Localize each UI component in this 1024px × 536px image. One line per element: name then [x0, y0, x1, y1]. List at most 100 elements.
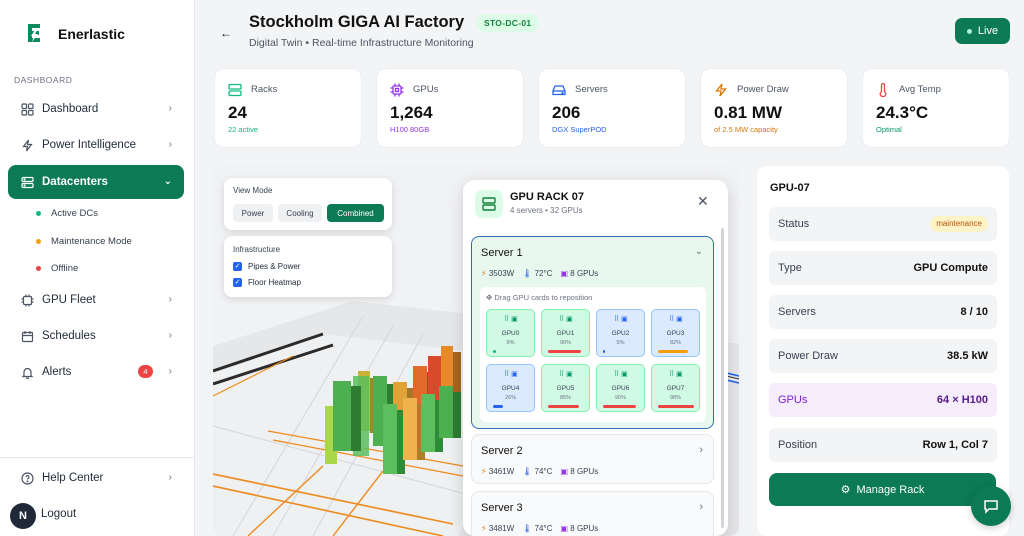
help-icon — [20, 471, 34, 485]
server-card-1[interactable]: Server 1 ⌄ ⚡ 3503W 🌡 72°C ▣ 8 GPUs ✥ Dra… — [471, 236, 714, 429]
detail-key: Power Draw — [778, 350, 838, 362]
detail-key: Type — [778, 262, 802, 274]
server-card-3[interactable]: Server 3 › ⚡ 3481W 🌡 74°C ▣ 8 GPUs — [471, 491, 714, 536]
chip-icon: ⠿ ▣ — [559, 371, 573, 378]
view-mode-combined-button[interactable]: Combined — [327, 204, 384, 222]
stat-value: 206 — [552, 103, 581, 122]
sidebar-subitem-offline[interactable]: Offline — [36, 263, 78, 274]
chat-button[interactable] — [971, 486, 1011, 526]
manage-rack-button[interactable]: ⚙ Manage Rack — [769, 473, 996, 506]
gpu-name: GPU6 — [611, 385, 630, 392]
pipes-power-checkbox[interactable]: ✓ Pipes & Power — [233, 262, 300, 271]
brand-logo[interactable]: Enerlastic — [24, 22, 125, 46]
view-mode-panel: View Mode Power Cooling Combined — [224, 178, 392, 230]
chevron-right-icon: › — [168, 472, 172, 483]
brand-name: Enerlastic — [58, 26, 125, 42]
gpu-name: GPU7 — [666, 385, 685, 392]
sidebar-item-gpu-fleet[interactable]: GPU Fleet › — [8, 283, 184, 317]
gpu-card-gpu4[interactable]: ⠿ ▣ GPU4 26% — [486, 364, 535, 412]
chevron-down-icon[interactable]: ⌄ — [694, 246, 703, 257]
gpu-metric: ▣ 8 GPUs — [560, 467, 598, 476]
stat-label: Servers — [575, 84, 608, 95]
bolt-icon — [715, 83, 727, 97]
chevron-right-icon[interactable]: › — [699, 444, 703, 456]
infrastructure-panel: Infrastructure ✓ Pipes & Power ✓ Floor Hea… — [224, 236, 392, 297]
gpu-card-gpu2[interactable]: ⠿ ▣ GPU2 5% — [596, 309, 645, 357]
live-button[interactable]: Live — [955, 18, 1010, 44]
detail-value: Row 1, Col 7 — [922, 439, 988, 451]
back-arrow-icon[interactable]: ← — [220, 26, 232, 40]
manage-rack-label: Manage Rack — [856, 483, 925, 496]
live-dot-icon — [966, 28, 972, 34]
sidebar-divider — [0, 457, 195, 458]
move-icon: ✥ — [486, 293, 493, 302]
sidebar-item-help-center[interactable]: Help Center › — [8, 461, 184, 495]
floor-heatmap-checkbox[interactable]: ✓ Floor Heatmap — [233, 278, 301, 287]
thermometer-icon: 🌡 — [522, 269, 533, 278]
power-value: 3503W — [488, 269, 515, 278]
sidebar-item-datacenters[interactable]: Datacenters ⌄ — [8, 165, 184, 199]
chevron-down-icon: ⌄ — [163, 176, 172, 187]
avatar[interactable]: N — [10, 503, 36, 529]
gpu-card-gpu1[interactable]: ⠿ ▣ GPU1 90% — [541, 309, 590, 357]
logout-button[interactable]: Logout — [41, 508, 77, 520]
power-metric: ⚡ 3461W — [481, 467, 514, 476]
gpu-card-gpu0[interactable]: ⠿ ▣ GPU0 9% — [486, 309, 535, 357]
chip-icon — [390, 83, 404, 97]
gpu-metric: ▣ 8 GPUs — [560, 524, 598, 533]
gpu-name: GPU5 — [556, 385, 575, 392]
status-dot — [36, 266, 41, 271]
stat-card-power-draw: Power Draw 0.81 MW of 2.5 MW capacity — [700, 68, 848, 148]
sidebar-subitem-active-dcs[interactable]: Active DCs — [36, 208, 98, 219]
temp-value: 74°C — [534, 524, 553, 533]
rack-title: GPU RACK 07 — [510, 191, 584, 203]
gpu-utilization-bar — [548, 405, 579, 408]
gpu-utilization-bar — [603, 350, 605, 353]
chip-icon: ▣ — [560, 269, 569, 278]
sidebar-item-dashboard[interactable]: Dashboard › — [8, 92, 184, 126]
gpu-card-gpu7[interactable]: ⠿ ▣ GPU7 98% — [651, 364, 700, 412]
status-dot — [36, 239, 41, 244]
gpu-utilization: 90% — [614, 395, 626, 401]
chevron-right-icon[interactable]: › — [699, 501, 703, 513]
stat-value: 0.81 MW — [714, 103, 783, 122]
chevron-right-icon: › — [168, 294, 172, 305]
calendar-icon — [20, 329, 34, 343]
stat-sub: Optimal — [876, 125, 902, 134]
sidebar-item-power-intelligence[interactable]: Power Intelligence › — [8, 128, 184, 162]
gpu-utilization-bar — [603, 405, 636, 408]
server-icon — [475, 190, 503, 218]
detail-row-position: Position Row 1, Col 7 — [769, 428, 997, 462]
temp-metric: 🌡 74°C — [522, 467, 552, 476]
gpu-card-gpu6[interactable]: ⠿ ▣ GPU6 90% — [596, 364, 645, 412]
sidebar-subitem-maintenance-mode[interactable]: Maintenance Mode — [36, 236, 132, 247]
sidebar-item-alerts[interactable]: Alerts 4 › — [8, 355, 184, 389]
gpu-card-gpu3[interactable]: ⠿ ▣ GPU3 82% — [651, 309, 700, 357]
nav-section-title: DASHBOARD — [14, 75, 73, 85]
server-card-2[interactable]: Server 2 › ⚡ 3461W 🌡 74°C ▣ 8 GPUs — [471, 434, 714, 484]
stat-value: 24 — [228, 103, 247, 122]
stat-sub: DGX SuperPOD — [552, 125, 607, 134]
status-badge: maintenance — [930, 216, 988, 232]
close-icon[interactable]: ✕ — [697, 193, 709, 209]
detail-key: Position — [778, 439, 818, 451]
server-name: Server 1 — [481, 247, 523, 259]
gpu-name: GPU1 — [556, 330, 575, 337]
sidebar-item-label: Datacenters — [42, 176, 108, 188]
view-mode-cooling-button[interactable]: Cooling — [278, 204, 322, 222]
chip-icon: ⠿ ▣ — [614, 371, 628, 378]
view-mode-power-button[interactable]: Power — [233, 204, 273, 222]
gpu-count: 8 GPUs — [570, 269, 599, 278]
chat-icon — [984, 500, 998, 514]
chip-icon — [20, 293, 34, 307]
gpu-card-gpu5[interactable]: ⠿ ▣ GPU5 85% — [541, 364, 590, 412]
gpu-grid: ✥ Drag GPU cards to reposition ⠿ ▣ GPU0 9%… — [480, 287, 706, 422]
infrastructure-title: Infrastructure — [233, 245, 281, 254]
grid-icon — [20, 102, 34, 116]
sidebar-item-schedules[interactable]: Schedules › — [8, 319, 184, 353]
stat-card-servers: Servers 206 DGX SuperPOD — [538, 68, 686, 148]
bell-icon — [20, 365, 34, 379]
server-name: Server 2 — [481, 445, 523, 457]
detail-value: GPU Compute — [913, 262, 988, 274]
scrollbar[interactable] — [721, 228, 724, 528]
